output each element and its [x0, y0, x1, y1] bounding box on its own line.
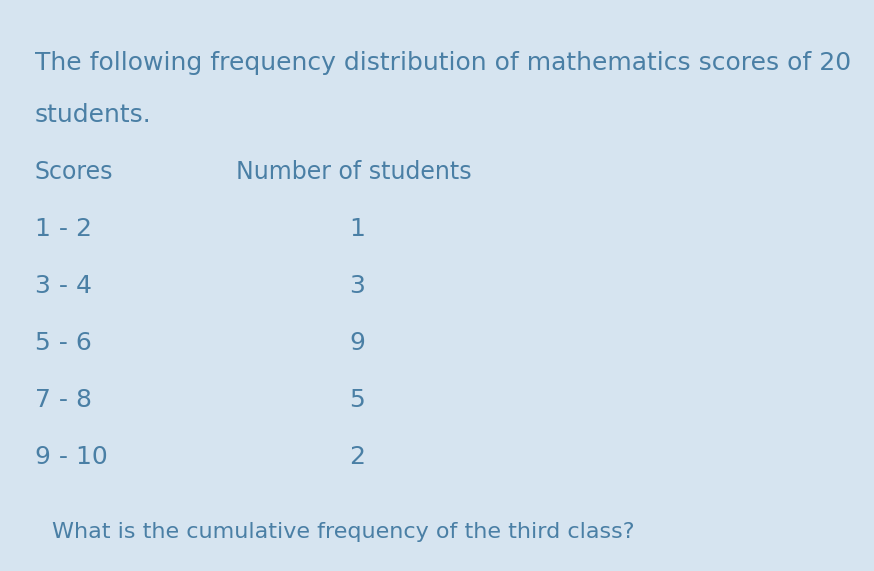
Text: 2: 2	[350, 445, 365, 469]
Text: 5: 5	[350, 388, 365, 412]
Text: 3: 3	[350, 274, 365, 298]
Text: 1: 1	[350, 217, 365, 241]
Text: What is the cumulative frequency of the third class?: What is the cumulative frequency of the …	[52, 522, 635, 542]
Text: 5 - 6: 5 - 6	[35, 331, 92, 355]
Text: 9: 9	[350, 331, 365, 355]
Text: 1 - 2: 1 - 2	[35, 217, 92, 241]
Text: 9 - 10: 9 - 10	[35, 445, 108, 469]
Text: The following frequency distribution of mathematics scores of 20: The following frequency distribution of …	[35, 51, 851, 75]
Text: Number of students: Number of students	[236, 160, 472, 184]
Text: 3 - 4: 3 - 4	[35, 274, 92, 298]
Text: 7 - 8: 7 - 8	[35, 388, 92, 412]
Text: Scores: Scores	[35, 160, 114, 184]
Text: students.: students.	[35, 103, 152, 127]
